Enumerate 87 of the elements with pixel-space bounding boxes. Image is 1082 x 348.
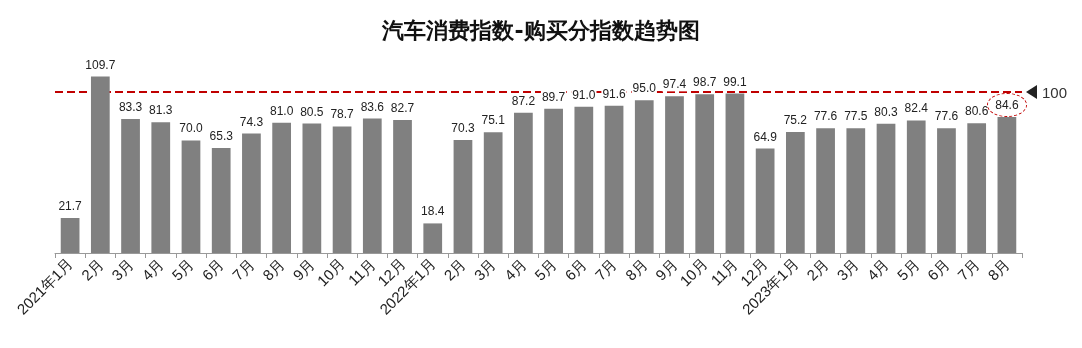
x-tick-label: 2月	[77, 254, 107, 284]
data-label: 89.7	[541, 89, 566, 104]
bar	[393, 119, 412, 253]
bar	[574, 106, 594, 253]
bar	[604, 105, 624, 253]
bar	[937, 128, 956, 253]
data-label: 97.4	[662, 77, 687, 92]
x-tick-label: 5月	[531, 254, 560, 284]
bar	[151, 122, 171, 253]
x-tick-label: 2月	[440, 254, 469, 284]
data-label: 81.3	[149, 103, 173, 118]
data-label: 81.0	[269, 103, 294, 118]
data-label: 80.5	[300, 104, 324, 119]
data-label: 75.1	[481, 113, 506, 128]
bar	[362, 118, 382, 253]
bar	[544, 108, 563, 253]
x-tick-label: 6月	[561, 254, 590, 284]
data-label: 82.4	[904, 101, 929, 116]
ref-line-label: 100	[1042, 83, 1068, 101]
data-label: 83.6	[360, 99, 385, 114]
data-label: 109.7	[85, 57, 116, 72]
data-label: 18.4	[421, 204, 445, 219]
bar	[967, 123, 987, 253]
bar	[423, 223, 443, 253]
bar	[876, 123, 896, 253]
bar	[181, 140, 201, 253]
bar	[665, 96, 684, 253]
data-label: 80.3	[874, 104, 899, 119]
x-tick-label: 3月	[833, 254, 862, 284]
bar	[60, 218, 80, 253]
x-tick-label: 7月	[591, 254, 621, 284]
data-label: 70.3	[451, 120, 475, 135]
data-label: 21.7	[58, 199, 83, 214]
bar	[997, 116, 1017, 253]
data-label: 77.5	[844, 109, 868, 124]
x-tick-label: 3月	[108, 254, 137, 284]
data-label: 77.6	[813, 109, 838, 124]
data-label: 84.6	[995, 97, 1019, 112]
x-tick-label: 4月	[138, 254, 167, 284]
bar	[453, 139, 473, 253]
data-label: 91.6	[602, 86, 627, 101]
x-tick-label: 8月	[984, 254, 1013, 284]
bar	[725, 93, 745, 253]
bar	[906, 120, 926, 253]
x-tick-label: 5月	[168, 254, 197, 284]
bar	[785, 132, 805, 253]
data-label: 70.0	[179, 121, 203, 136]
data-label: 83.3	[118, 100, 143, 115]
data-label: 95.0	[632, 81, 657, 96]
x-tick-label: 6月	[198, 254, 228, 284]
bar	[121, 119, 140, 253]
x-tick-label: 8月	[621, 254, 651, 284]
x-tick-label: 7月	[228, 254, 258, 284]
x-tick-label: 7月	[954, 254, 983, 284]
data-label: 64.9	[753, 129, 778, 144]
x-tick-label: 2月	[803, 254, 832, 284]
bar	[332, 126, 352, 253]
x-tick-label: 3月	[470, 254, 500, 284]
bar	[695, 94, 715, 253]
bar	[634, 100, 654, 253]
bar	[846, 128, 866, 253]
data-label: 87.2	[511, 93, 536, 108]
data-label: 80.6	[964, 104, 989, 119]
data-label: 74.3	[239, 114, 264, 129]
x-tick-label: 5月	[893, 254, 923, 284]
bar	[90, 76, 110, 253]
x-tick-label: 4月	[863, 254, 893, 284]
bar	[755, 148, 775, 253]
data-label: 75.2	[783, 113, 808, 128]
data-label: 82.7	[390, 100, 415, 115]
bar	[483, 132, 503, 253]
x-tick-label: 4月	[500, 254, 530, 284]
bar	[816, 128, 835, 253]
data-label: 77.6	[934, 109, 959, 124]
bar	[242, 133, 261, 253]
data-label: 65.3	[209, 128, 234, 143]
data-label: 98.7	[693, 75, 717, 90]
bar	[514, 112, 533, 253]
data-label: 78.7	[330, 107, 355, 122]
chart-title: 汽车消费指数-购买分指数趋势图	[381, 17, 700, 43]
bar	[211, 147, 231, 253]
bar	[302, 123, 322, 253]
bar	[272, 122, 292, 253]
x-tick-label: 6月	[923, 254, 953, 284]
data-label: 99.1	[723, 74, 747, 89]
data-label: 91.0	[572, 87, 596, 102]
x-tick-label: 8月	[259, 254, 288, 284]
